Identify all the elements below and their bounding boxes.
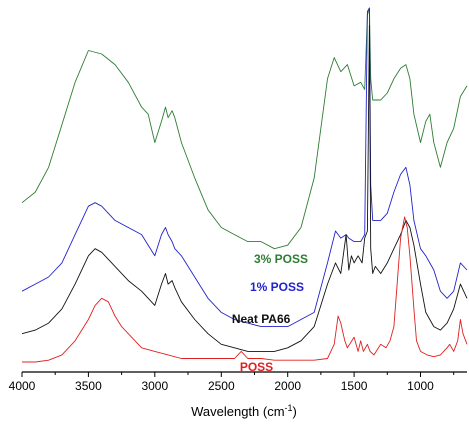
series-label-poss: POSS (240, 360, 273, 374)
x-tick-label-1500: 1500 (341, 379, 368, 393)
series-line-poss (22, 216, 468, 363)
x-axis-title-superscript: -1 (285, 403, 293, 413)
series-line-3pct-poss (21, 7, 468, 250)
x-tick-label-3500: 3500 (75, 379, 102, 393)
x-tick-label-2500: 2500 (208, 379, 235, 393)
series-label-neat-pa66: Neat PA66 (232, 312, 291, 326)
series-label-1pct-poss: 1% POSS (250, 280, 304, 294)
x-tick-label-4000: 4000 (9, 379, 36, 393)
x-axis-title-end: ) (293, 404, 297, 419)
series-line-neat-pa66 (21, 25, 468, 352)
series-line-1pct-poss (21, 7, 468, 328)
x-tick-label-2000: 2000 (274, 379, 301, 393)
series-layer (21, 7, 468, 363)
x-tick-label-1000: 1000 (407, 379, 434, 393)
series-labels: 3% POSS 1% POSS Neat PA66 POSS (232, 252, 308, 374)
x-axis-ticks: 4000 3500 3000 2500 2000 1500 1000 (9, 372, 455, 393)
x-axis-title: Wavelength (cm-1) (191, 403, 297, 419)
series-label-3pct-poss: 3% POSS (254, 252, 308, 266)
x-axis-title-main: Wavelength (cm (191, 404, 284, 419)
x-tick-label-3000: 3000 (141, 379, 168, 393)
